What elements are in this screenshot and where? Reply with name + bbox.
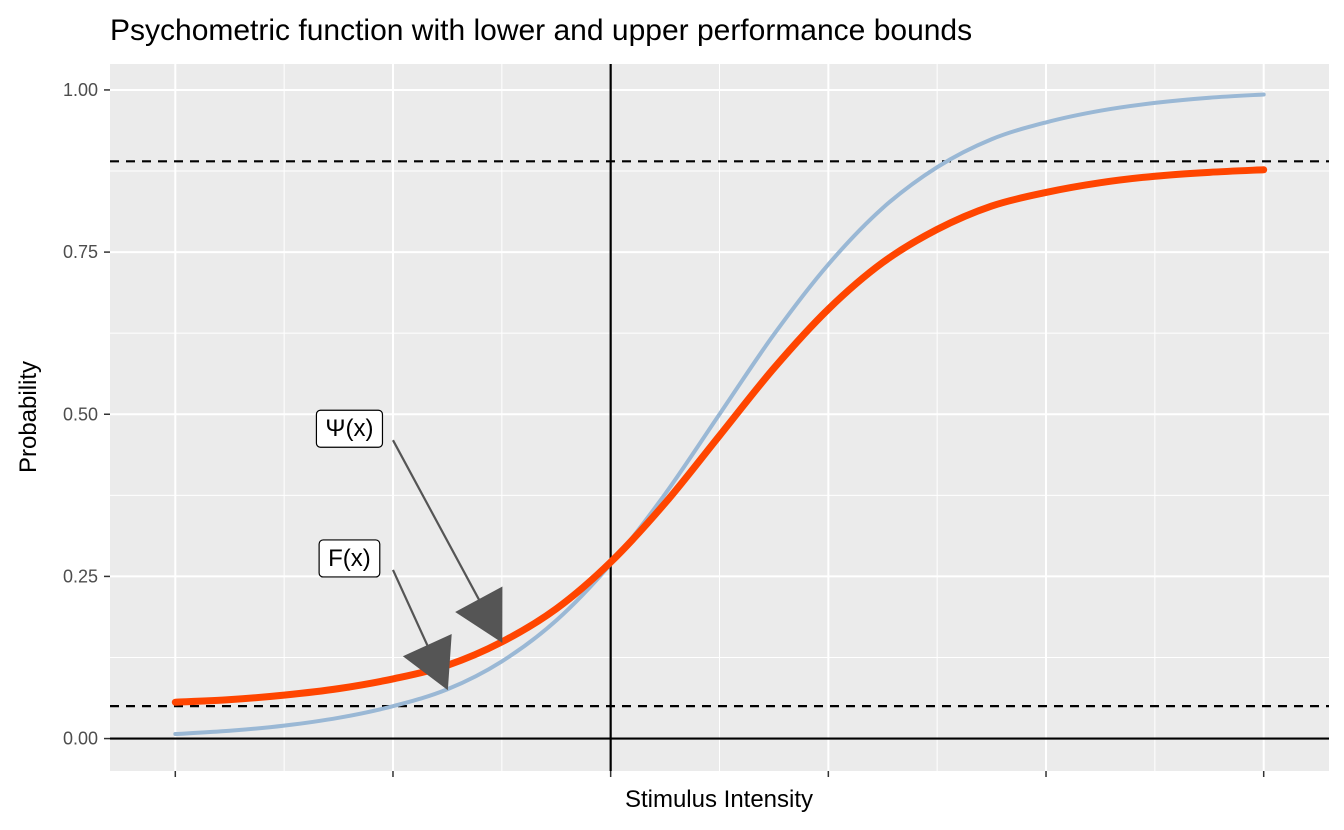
series-line-f: [173, 92, 1266, 737]
annotation-psi: Ψ(x): [315, 409, 503, 643]
annotations: Ψ(x) F(x): [315, 409, 503, 691]
y-tick-label: 0.00: [63, 729, 98, 749]
y-axis-ticks: 0.00 0.25 0.50 0.75 1.00: [63, 80, 110, 749]
annotation-arrow-head: [455, 586, 503, 643]
x-axis-title: Stimulus Intensity: [625, 786, 813, 813]
y-tick-label: 0.75: [63, 242, 98, 262]
x-axis-ticks: [174, 771, 1265, 777]
annotation-label-text: Ψ(x): [325, 415, 373, 442]
y-tick-label: 1.00: [63, 80, 98, 100]
chart-title: Psychometric function with lower and upp…: [110, 14, 972, 47]
reference-lines: [110, 64, 1329, 771]
annotation-label-box: [318, 539, 381, 578]
y-tick-label: 0.50: [63, 404, 98, 424]
annotation-label-text: F(x): [328, 545, 371, 572]
series-line-psi: [171, 166, 1268, 706]
y-axis-title: Probability: [15, 361, 42, 473]
annotation-arrow-shaft: [391, 569, 429, 647]
annotation-arrow-head: [402, 634, 452, 691]
annotation-arrow-shaft: [392, 439, 480, 601]
annotation-label-box: [315, 409, 384, 448]
annotation-f: F(x): [318, 539, 452, 691]
y-tick-label: 0.25: [63, 566, 98, 586]
